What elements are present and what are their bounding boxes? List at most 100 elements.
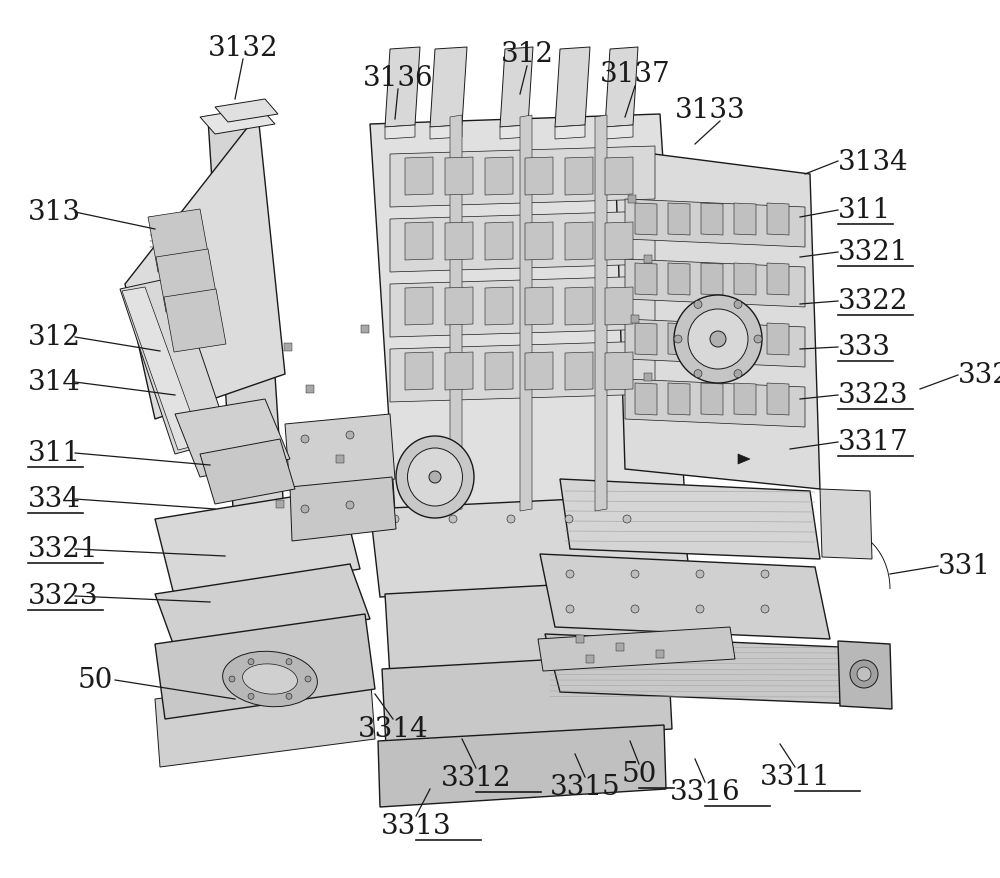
Circle shape bbox=[696, 571, 704, 579]
Circle shape bbox=[301, 506, 309, 514]
Circle shape bbox=[696, 605, 704, 614]
Text: 312: 312 bbox=[501, 41, 554, 68]
Circle shape bbox=[857, 667, 871, 681]
Polygon shape bbox=[405, 288, 433, 326]
Text: 312: 312 bbox=[28, 324, 81, 351]
Circle shape bbox=[694, 371, 702, 378]
Polygon shape bbox=[555, 48, 590, 128]
Polygon shape bbox=[208, 115, 285, 539]
Circle shape bbox=[674, 335, 682, 343]
Polygon shape bbox=[175, 399, 290, 478]
Polygon shape bbox=[738, 455, 750, 464]
Text: 3323: 3323 bbox=[838, 382, 908, 409]
Polygon shape bbox=[701, 204, 723, 235]
Circle shape bbox=[565, 515, 573, 523]
Polygon shape bbox=[450, 116, 462, 511]
Polygon shape bbox=[125, 115, 285, 420]
Text: 3134: 3134 bbox=[838, 148, 909, 176]
Bar bbox=[276, 500, 284, 508]
Polygon shape bbox=[445, 353, 473, 391]
Text: 331: 331 bbox=[938, 553, 991, 579]
Circle shape bbox=[391, 515, 399, 523]
Polygon shape bbox=[405, 158, 433, 196]
Text: 333: 333 bbox=[838, 335, 891, 361]
Bar bbox=[576, 636, 584, 644]
Circle shape bbox=[566, 571, 574, 579]
Circle shape bbox=[346, 501, 354, 509]
Ellipse shape bbox=[688, 310, 748, 370]
Polygon shape bbox=[635, 263, 657, 296]
Bar bbox=[361, 326, 369, 334]
Polygon shape bbox=[500, 126, 528, 140]
Bar bbox=[586, 655, 594, 663]
Polygon shape bbox=[430, 126, 462, 140]
Circle shape bbox=[507, 515, 515, 523]
Polygon shape bbox=[625, 379, 805, 428]
Polygon shape bbox=[155, 615, 375, 719]
Circle shape bbox=[301, 435, 309, 443]
Text: 3315: 3315 bbox=[550, 774, 620, 801]
Polygon shape bbox=[390, 342, 655, 402]
Polygon shape bbox=[767, 384, 789, 415]
Text: 311: 311 bbox=[28, 440, 81, 467]
Polygon shape bbox=[767, 204, 789, 235]
Polygon shape bbox=[668, 384, 690, 415]
Circle shape bbox=[286, 694, 292, 700]
Circle shape bbox=[734, 371, 742, 378]
Polygon shape bbox=[605, 223, 633, 261]
Circle shape bbox=[305, 676, 311, 682]
Circle shape bbox=[248, 658, 254, 665]
Polygon shape bbox=[525, 223, 553, 261]
Polygon shape bbox=[370, 494, 690, 597]
Polygon shape bbox=[565, 288, 593, 326]
Polygon shape bbox=[668, 204, 690, 235]
Polygon shape bbox=[164, 290, 226, 353]
Polygon shape bbox=[390, 212, 655, 273]
Polygon shape bbox=[767, 263, 789, 296]
Text: 3317: 3317 bbox=[838, 429, 909, 456]
Polygon shape bbox=[155, 672, 375, 767]
Polygon shape bbox=[215, 100, 278, 123]
Polygon shape bbox=[200, 440, 295, 505]
Circle shape bbox=[631, 605, 639, 614]
Polygon shape bbox=[382, 653, 672, 747]
Polygon shape bbox=[525, 353, 553, 391]
Polygon shape bbox=[156, 249, 218, 313]
Polygon shape bbox=[565, 158, 593, 196]
Circle shape bbox=[229, 676, 235, 682]
Polygon shape bbox=[285, 414, 395, 492]
Ellipse shape bbox=[243, 664, 297, 694]
Polygon shape bbox=[120, 277, 230, 455]
Circle shape bbox=[710, 332, 726, 348]
Bar bbox=[306, 385, 314, 393]
Polygon shape bbox=[485, 223, 513, 261]
Polygon shape bbox=[615, 150, 820, 489]
Polygon shape bbox=[668, 324, 690, 356]
Polygon shape bbox=[445, 158, 473, 196]
Polygon shape bbox=[701, 384, 723, 415]
Text: 3311: 3311 bbox=[760, 764, 830, 790]
Polygon shape bbox=[635, 384, 657, 415]
Polygon shape bbox=[390, 147, 655, 208]
Bar bbox=[644, 255, 652, 263]
Ellipse shape bbox=[408, 449, 463, 507]
Polygon shape bbox=[625, 260, 805, 307]
Text: 311: 311 bbox=[838, 198, 891, 224]
Text: 50: 50 bbox=[621, 760, 657, 788]
Circle shape bbox=[631, 571, 639, 579]
Text: 3133: 3133 bbox=[675, 97, 745, 124]
Polygon shape bbox=[545, 634, 855, 704]
Bar bbox=[644, 373, 652, 382]
Polygon shape bbox=[500, 48, 533, 128]
Polygon shape bbox=[540, 554, 830, 639]
Polygon shape bbox=[155, 565, 370, 649]
Polygon shape bbox=[734, 263, 756, 296]
Polygon shape bbox=[668, 263, 690, 296]
Polygon shape bbox=[485, 288, 513, 326]
Polygon shape bbox=[385, 126, 415, 140]
Text: 3137: 3137 bbox=[600, 61, 670, 89]
Polygon shape bbox=[525, 288, 553, 326]
Text: 3316: 3316 bbox=[670, 779, 740, 806]
Circle shape bbox=[761, 605, 769, 614]
Polygon shape bbox=[290, 478, 396, 542]
